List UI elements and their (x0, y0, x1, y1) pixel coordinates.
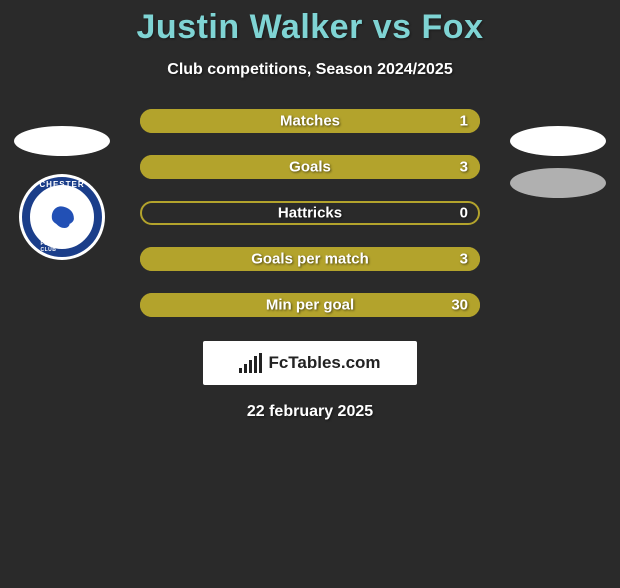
bar-label: Matches (280, 113, 340, 130)
bar-label: Goals per match (251, 251, 369, 268)
club-badge-chester: CHESTER FOOTBALL CLUB (19, 174, 105, 260)
left-ellipse-top (14, 126, 110, 156)
right-ellipse-top (510, 126, 606, 156)
bar-value: 0 (460, 205, 468, 222)
stat-row: Hattricks 0 (140, 201, 480, 225)
stat-row: Goals per match 3 (140, 247, 480, 271)
bar-value: 3 (460, 159, 468, 176)
stat-row: Matches 1 (140, 109, 480, 133)
badge-top-text: CHESTER (39, 180, 84, 189)
right-column (510, 126, 606, 198)
lion-icon (40, 195, 84, 239)
bar-label: Hattricks (278, 205, 342, 222)
bar-label: Min per goal (266, 297, 354, 314)
right-ellipse-bottom (510, 168, 606, 198)
stat-row: Goals 3 (140, 155, 480, 179)
bar-label: Goals (289, 159, 331, 176)
bar-value: 3 (460, 251, 468, 268)
date-text: 22 february 2025 (0, 403, 620, 421)
badge-bottom-text: FOOTBALL CLUB (41, 241, 84, 253)
bars-icon (239, 353, 262, 373)
branding-text: FcTables.com (268, 353, 380, 373)
bar-value: 30 (451, 297, 468, 314)
stat-row: Min per goal 30 (140, 293, 480, 317)
branding-fctables: FcTables.com (203, 341, 417, 385)
page-title: Justin Walker vs Fox (0, 8, 620, 47)
bar-value: 1 (460, 113, 468, 130)
left-column: CHESTER FOOTBALL CLUB (14, 126, 110, 260)
subtitle: Club competitions, Season 2024/2025 (0, 61, 620, 79)
